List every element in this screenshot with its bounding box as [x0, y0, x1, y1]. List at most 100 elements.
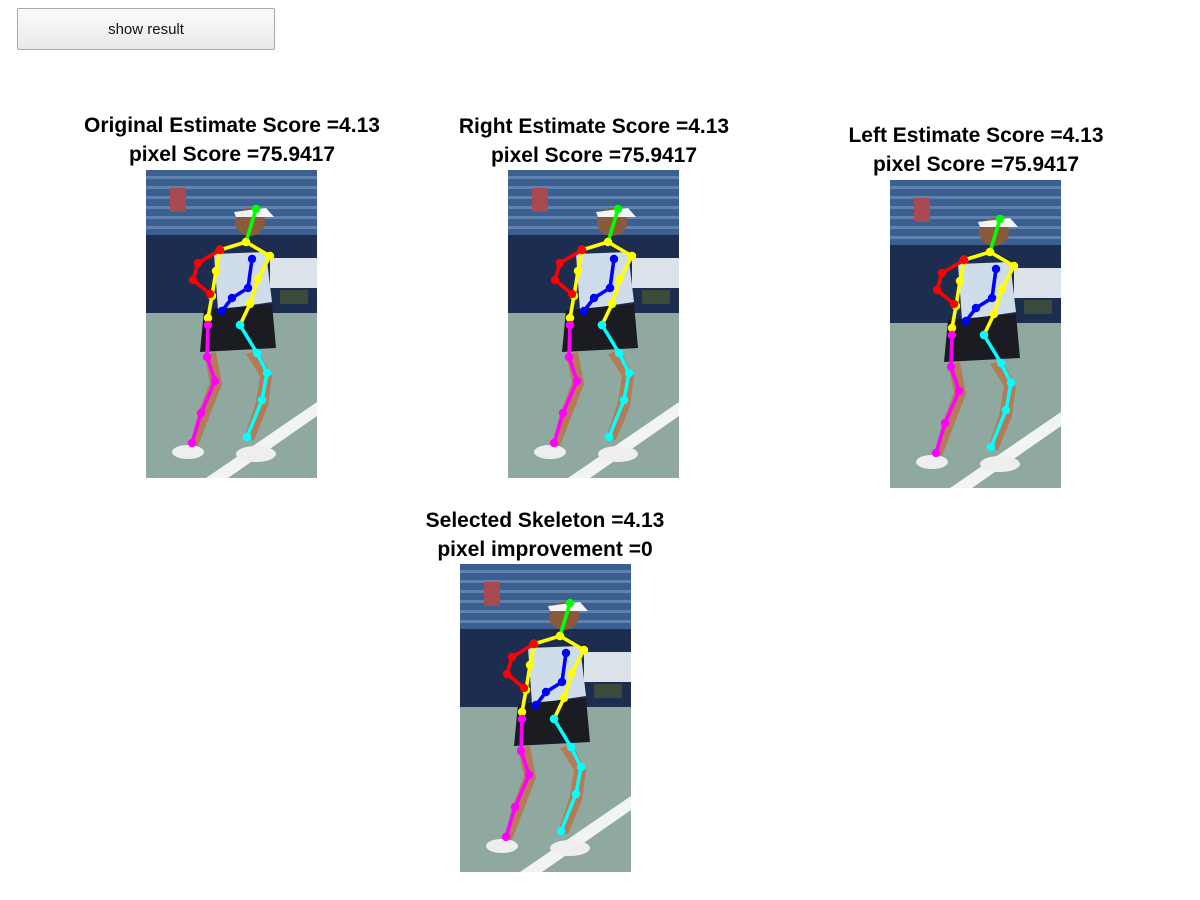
joint-dot — [995, 214, 1005, 224]
stands-row — [460, 590, 631, 593]
joint-dot — [567, 668, 577, 678]
stands-row — [890, 186, 1061, 189]
joint-dot — [607, 299, 617, 309]
joint-dot — [1006, 378, 1016, 388]
player-shoe — [980, 456, 1020, 472]
joint-dot — [265, 251, 275, 261]
joint-dot — [949, 299, 959, 309]
right-estimate-title: Right Estimate Score =4.13 pixel Score =… — [384, 112, 804, 170]
joint-dot — [566, 742, 576, 752]
head-limb — [988, 217, 1002, 254]
joint-dot — [510, 802, 520, 812]
joint-dot — [579, 645, 589, 655]
stands-row — [890, 206, 1061, 209]
joint-dot — [196, 408, 206, 418]
joint-dot — [525, 660, 535, 670]
joint-dot — [609, 254, 619, 264]
right-arm-limb — [935, 258, 966, 306]
joint-dot — [954, 386, 964, 396]
joint-dot — [202, 352, 212, 362]
joint-dot — [253, 274, 263, 284]
joint-dot — [559, 693, 569, 703]
stands-row — [146, 196, 317, 199]
joint-dot — [501, 832, 511, 842]
head-limb — [558, 601, 572, 638]
joint-dot — [573, 266, 583, 276]
joint-dot — [241, 237, 251, 247]
scoreboard-sign — [280, 290, 308, 304]
joint-dot — [987, 293, 997, 303]
spectator — [170, 188, 186, 212]
joint-dot — [517, 707, 527, 717]
left-arm-limb — [534, 651, 568, 707]
joint-dot — [205, 289, 215, 299]
joint-dot — [524, 770, 534, 780]
joint-dot — [193, 258, 203, 268]
joint-dot — [215, 245, 225, 255]
scoreboard-sign — [594, 684, 622, 698]
joint-dot — [619, 395, 629, 405]
stands-row — [508, 196, 679, 199]
player-shoe — [916, 455, 948, 469]
joint-dot — [947, 323, 957, 333]
original-estimate-title: Original Estimate Score =4.13 pixel Scor… — [22, 111, 442, 169]
player-shoe — [550, 840, 590, 856]
joint-dot — [971, 303, 981, 313]
sponsor-board — [584, 652, 631, 682]
left-arm-limb — [220, 257, 254, 313]
player-shirt — [958, 262, 1016, 320]
court-line — [568, 402, 679, 478]
joint-dot — [531, 700, 541, 710]
right-pixel-score: pixel Score =75.9417 — [490, 144, 698, 167]
stands-row — [460, 600, 631, 603]
joint-dot — [597, 320, 607, 330]
joint-dot — [564, 352, 574, 362]
head-limb — [244, 207, 258, 244]
joint-dot — [251, 204, 261, 214]
court-line — [206, 402, 317, 478]
joint-dot — [1001, 405, 1011, 415]
stands-row — [460, 570, 631, 573]
joint-dot — [507, 652, 517, 662]
stands-row — [508, 176, 679, 179]
joint-dot — [252, 348, 262, 358]
joint-dot — [243, 283, 253, 293]
joint-dot — [561, 648, 571, 658]
joint-dot — [946, 362, 956, 372]
joint-dot — [242, 432, 252, 442]
joint-dot — [624, 368, 634, 378]
original-pixel-score: pixel Score =75.9417 — [128, 143, 336, 166]
spectator — [532, 188, 548, 212]
stands-row — [146, 176, 317, 179]
torso-limb — [950, 258, 966, 330]
joint-dot — [1009, 261, 1019, 271]
joint-dot — [996, 358, 1006, 368]
sponsor-board — [270, 258, 317, 288]
joint-dot — [210, 376, 220, 386]
show-result-button[interactable]: show result — [17, 8, 275, 50]
joint-dot — [986, 442, 996, 452]
joint-dot — [549, 438, 559, 448]
stands-row — [890, 236, 1061, 239]
stands-row — [508, 226, 679, 229]
joint-dot — [627, 251, 637, 261]
player-shoe — [598, 446, 638, 462]
stands-row — [508, 186, 679, 189]
player-shirt — [576, 252, 634, 310]
joint-dot — [989, 309, 999, 319]
joint-dot — [947, 330, 957, 340]
stands-row — [460, 620, 631, 623]
head-limb — [606, 207, 620, 244]
right-arm-limb — [191, 248, 222, 296]
selected-skeleton-score: Selected Skeleton =4.13 — [425, 509, 665, 532]
joint-dot — [576, 762, 586, 772]
left-arm-limb — [582, 257, 616, 313]
player-shirt — [528, 646, 586, 704]
player-shoe — [534, 445, 566, 459]
stands-row — [146, 216, 317, 219]
joint-dot — [247, 254, 257, 264]
joint-dot — [961, 316, 971, 326]
stands-row — [146, 226, 317, 229]
court-line — [950, 412, 1061, 488]
stands-row — [460, 610, 631, 613]
